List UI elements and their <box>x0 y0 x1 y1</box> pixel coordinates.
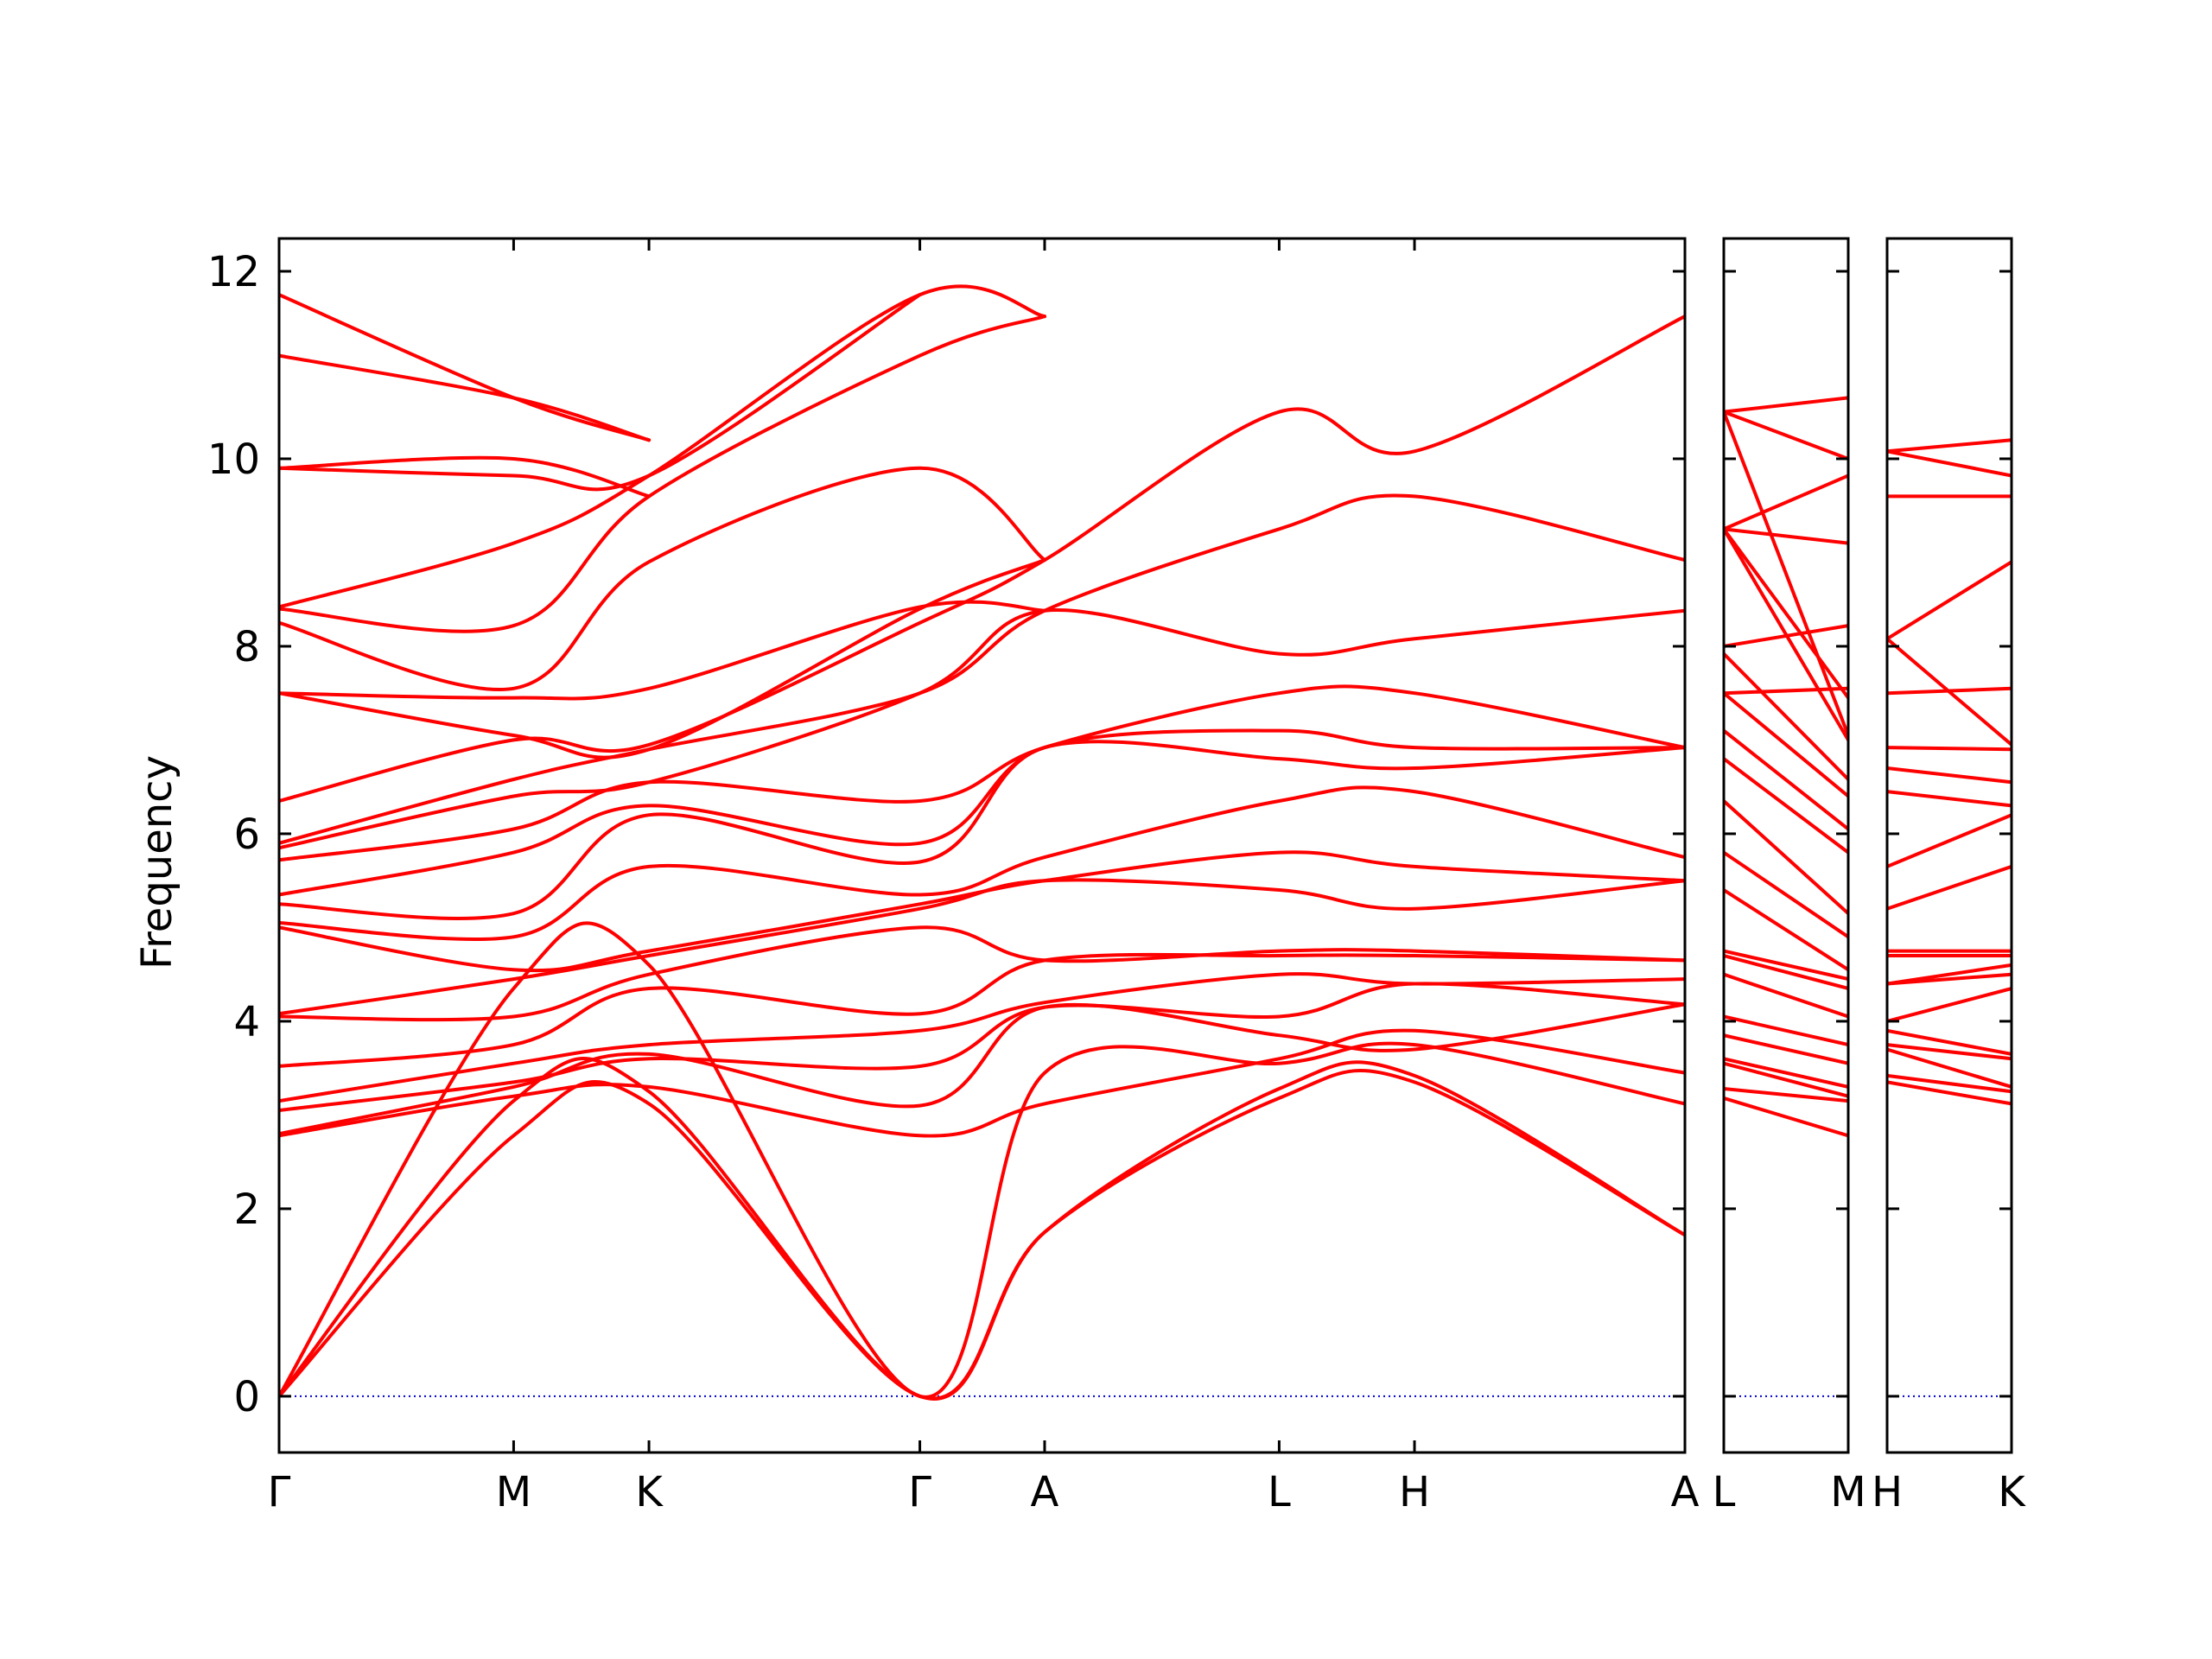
band-line-14 <box>1887 766 2012 785</box>
x-tick-label: Γ <box>268 1468 291 1516</box>
band-line-11 <box>1887 864 2012 911</box>
band-line-7 <box>279 972 1685 1103</box>
band-line-17 <box>279 493 1685 845</box>
band-line-1 <box>1887 1080 2012 1106</box>
x-tick-label: L <box>1268 1468 1291 1516</box>
band-line-9 <box>1724 949 1848 982</box>
band-line-24 <box>1724 410 1848 461</box>
x-tick-label: A <box>1671 1468 1700 1516</box>
band-line-15 <box>279 684 1685 862</box>
panel-frame <box>1885 237 2013 1454</box>
panel-frame <box>277 237 1687 1454</box>
x-tick-label: M <box>1830 1468 1866 1516</box>
band-line-20 <box>1887 449 2012 478</box>
band-line-11 <box>1724 850 1848 939</box>
band-line-14 <box>279 728 1685 897</box>
band-line-5 <box>279 1002 1685 1136</box>
band-line-17 <box>1887 637 2012 747</box>
panel-frame <box>1722 237 1850 1454</box>
x-tick-label: H <box>1399 1468 1430 1516</box>
band-line-6 <box>1724 1014 1848 1047</box>
band-line-21 <box>1887 438 2012 454</box>
band-line-2 <box>1724 1087 1848 1103</box>
band-line-26 <box>279 353 652 442</box>
band-line-8 <box>279 952 1685 1068</box>
band-line-25 <box>1724 396 1848 414</box>
band-line-10 <box>279 878 1685 1016</box>
band-line-12 <box>1887 813 2012 868</box>
band-line-4 <box>1724 1057 1848 1089</box>
band-line-20 <box>279 600 1046 701</box>
y-tick-label: 12 <box>207 248 260 296</box>
band-line-7 <box>1724 972 1848 1019</box>
y-tick-label: 8 <box>233 623 260 671</box>
band-line-13 <box>279 740 1685 920</box>
band-line-1 <box>1724 1096 1848 1138</box>
x-tick-label: K <box>1998 1468 2026 1516</box>
band-line-13 <box>1887 790 2012 808</box>
band-line-19 <box>279 558 1046 760</box>
y-axis-label: Frequency <box>133 755 181 969</box>
band-line-3 <box>1724 1061 1848 1098</box>
band-line-18 <box>1887 560 2012 641</box>
band-line-11 <box>279 850 1685 973</box>
y-tick-label: 0 <box>233 1373 260 1421</box>
band-line-5 <box>1724 1033 1848 1065</box>
x-tick-label: Γ <box>908 1468 931 1516</box>
band-line-12 <box>1724 799 1848 916</box>
band-line-25 <box>279 455 652 499</box>
band-line-3 <box>279 921 1685 1399</box>
band-line-21 <box>279 466 1046 691</box>
band-line-16 <box>279 607 1685 850</box>
band-line-2 <box>1887 1073 2012 1094</box>
band-line-21 <box>1724 624 1848 648</box>
band-line-23 <box>1724 474 1848 531</box>
band-line-9 <box>279 925 1685 1022</box>
band-line-5 <box>1887 1028 2012 1056</box>
band-line-10 <box>1724 888 1848 972</box>
band-line-8 <box>1724 954 1848 990</box>
panel-plot-area <box>1724 396 1848 1397</box>
band-line-15 <box>1887 746 2012 752</box>
panel-plot-area <box>279 284 1685 1401</box>
band-line-15 <box>1724 691 1848 798</box>
y-tick-label: 2 <box>233 1185 260 1234</box>
y-tick-label: 4 <box>233 998 260 1046</box>
band-line-22 <box>1724 527 1848 545</box>
band-line-2 <box>279 1057 1685 1401</box>
band-line-6 <box>1887 987 2012 1023</box>
band-line-23 <box>279 284 1046 609</box>
band-line-13 <box>1724 757 1848 855</box>
band-line-24 <box>279 293 922 492</box>
band-line-8 <box>1887 963 2012 986</box>
x-tick-label: M <box>496 1468 531 1516</box>
band-line-3 <box>1887 1047 2012 1089</box>
band-line-4 <box>279 1028 1685 1138</box>
band-line-19 <box>1724 527 1848 700</box>
x-tick-label: L <box>1713 1468 1736 1516</box>
band-line-16 <box>1724 652 1848 781</box>
band-line-14 <box>1724 728 1848 831</box>
band-line-4 <box>1887 1043 2012 1061</box>
panel-1: Γ M K Γ A L H A 0 2 4 6 8 10 12 <box>207 237 1700 1516</box>
panel-plot-area <box>1887 438 2012 1397</box>
x-tick-label: K <box>635 1468 664 1516</box>
band-line-27 <box>279 293 652 442</box>
y-tick-label: 6 <box>233 810 260 859</box>
band-line-22 <box>279 315 1046 633</box>
x-tick-label: A <box>1031 1468 1059 1516</box>
band-line-18 <box>1724 410 1848 737</box>
y-tick-label: 10 <box>207 435 260 484</box>
band-line-12 <box>279 785 1685 942</box>
band-line-20 <box>1724 686 1848 696</box>
x-tick-label: H <box>1872 1468 1903 1516</box>
